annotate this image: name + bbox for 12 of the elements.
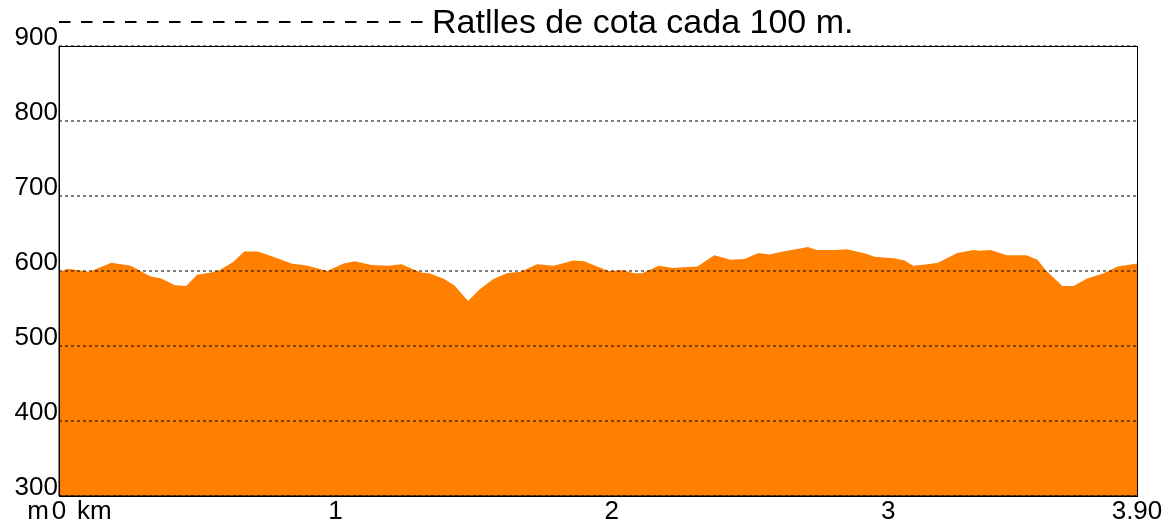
x-tick-label: 3.90: [1111, 495, 1163, 522]
x-axis-title: km: [77, 495, 112, 522]
y-tick-label: 700: [14, 171, 58, 201]
x-tick-label: 2: [604, 495, 620, 522]
chart-title: Ratlles de cota cada 100 m.: [432, 2, 854, 40]
y-tick-label: 600: [14, 246, 58, 276]
y-tick-label: 400: [14, 396, 58, 426]
y-tick-label: 500: [14, 321, 58, 351]
x-tick-label: 3: [881, 495, 896, 522]
y-tick-label: 800: [14, 96, 58, 126]
y-tick-label: 900: [14, 21, 58, 51]
x-tick-label: 1: [328, 495, 343, 522]
